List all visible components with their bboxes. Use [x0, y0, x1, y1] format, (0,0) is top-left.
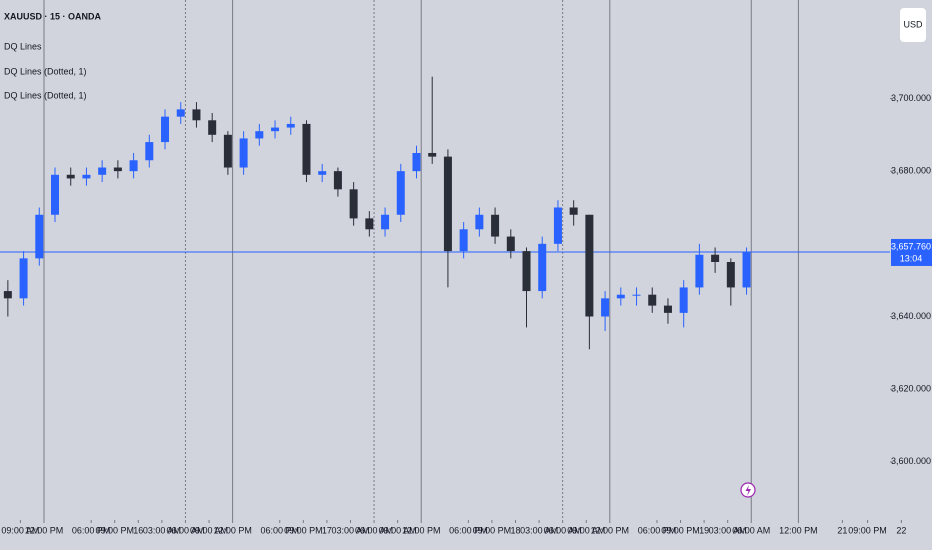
- candle-body: [35, 214, 44, 259]
- candle-body: [632, 294, 641, 296]
- candle-body: [412, 152, 421, 172]
- x-tick-label: 09:00 PM: [848, 525, 887, 535]
- y-tick-label: 3,680.000: [891, 166, 931, 176]
- x-tick-label: 06:00 PM: [260, 525, 299, 535]
- x-tick-label: 09:00 AM: [567, 525, 605, 535]
- x-tick-label: 09:00 PM: [95, 525, 134, 535]
- candle-body: [506, 236, 515, 252]
- x-tick-label: 09:00 PM: [284, 525, 323, 535]
- candle-body: [396, 171, 405, 215]
- candle-body: [271, 127, 280, 132]
- x-tick-label: 06:00 AM: [355, 525, 393, 535]
- y-tick-label: 3,640.000: [891, 311, 931, 321]
- indicator-label: DQ Lines (Dotted, 1): [4, 90, 87, 100]
- y-tick-label: 3,700.000: [891, 93, 931, 103]
- y-tick-label: 3,600.000: [891, 456, 931, 466]
- candle-body: [601, 298, 610, 317]
- candle-body: [223, 134, 232, 168]
- x-tick-label: 03:00 AM: [520, 525, 558, 535]
- candle-body: [113, 167, 122, 172]
- x-tick-label: 06:00 AM: [166, 525, 204, 535]
- x-tick-label: 12:00 PM: [779, 525, 818, 535]
- candle-body: [3, 291, 12, 299]
- candle-body: [695, 254, 704, 288]
- candle-body: [239, 138, 248, 168]
- candle-body: [381, 214, 390, 230]
- event-icon[interactable]: [740, 482, 756, 498]
- symbol-title: XAUUSD · 15 · OANDA: [4, 11, 102, 21]
- x-tick-label: 06:00 PM: [638, 525, 677, 535]
- candle-body: [459, 229, 468, 252]
- x-tick-label: 03:00 AM: [143, 525, 181, 535]
- candle-body: [616, 294, 625, 299]
- candle-body: [176, 109, 185, 117]
- candle-body: [726, 261, 735, 288]
- x-tick-label: 09:00 PM: [473, 525, 512, 535]
- x-tick-label: 09:00 AM: [190, 525, 228, 535]
- x-tick-label: 17: [322, 525, 332, 535]
- candle-body: [553, 207, 562, 244]
- lines-layer: [43, 0, 799, 520]
- indicator-label: DQ Lines (Dotted, 1): [4, 66, 87, 76]
- candle-body: [161, 116, 170, 143]
- x-tick-label: 12:00 PM: [25, 525, 64, 535]
- candle-body: [443, 156, 452, 252]
- candle-body: [742, 251, 751, 288]
- x-tick-label: 06:00 AM: [732, 525, 770, 535]
- candle-body: [19, 258, 28, 299]
- candle-body: [428, 152, 437, 157]
- candle-body: [286, 123, 295, 128]
- x-tick-label: 18: [510, 525, 520, 535]
- currency-label: USD: [903, 19, 923, 29]
- candle-body: [192, 109, 201, 121]
- candle-body: [491, 214, 500, 237]
- candle-body: [679, 287, 688, 313]
- candle-body: [82, 174, 91, 179]
- candle-body: [255, 131, 264, 139]
- candle-body: [51, 174, 60, 215]
- price-tag: [891, 238, 932, 266]
- candle-body: [365, 218, 374, 230]
- x-tick-label: 09:00 AM: [379, 525, 417, 535]
- candle-body: [208, 120, 217, 135]
- indicator-label: DQ Lines: [4, 41, 42, 51]
- currency-button[interactable]: [900, 8, 926, 42]
- candle-body: [98, 167, 107, 175]
- x-tick-label: 06:00 PM: [449, 525, 488, 535]
- x-tick-label: 12:00 PM: [402, 525, 441, 535]
- candle-body: [333, 171, 342, 190]
- candle-body: [569, 207, 578, 215]
- candle-body: [522, 251, 531, 292]
- candle-body: [145, 142, 154, 161]
- candle-body: [663, 305, 672, 313]
- candle-body: [538, 243, 547, 292]
- candle-body: [711, 254, 720, 262]
- candle-body: [648, 294, 657, 306]
- price-tag-label: 3,657.760: [891, 241, 931, 251]
- candle-body: [349, 189, 358, 219]
- y-tick-label: 3,620.000: [891, 384, 931, 394]
- x-tick-label: 03:00 AM: [709, 525, 747, 535]
- x-tick-label: 12:00 PM: [591, 525, 630, 535]
- x-tick-label: 09:00 PM: [661, 525, 700, 535]
- candle-body: [302, 123, 311, 175]
- x-tick-label: 22: [896, 525, 906, 535]
- candle-body: [66, 174, 75, 179]
- x-tick-label: 06:00 AM: [544, 525, 582, 535]
- x-tick-label: 09:00 AM: [1, 525, 39, 535]
- x-tick-label: 06:00 PM: [72, 525, 111, 535]
- candle-body: [475, 214, 484, 230]
- candle-body: [129, 160, 138, 172]
- price-countdown: 13:04: [900, 253, 923, 263]
- x-tick-label: 12:00 PM: [213, 525, 252, 535]
- candle-body: [585, 214, 594, 317]
- x-tick-label: 16: [133, 525, 143, 535]
- candle-body: [318, 171, 327, 175]
- x-tick-label: 03:00 AM: [331, 525, 369, 535]
- x-tick-label: 19: [699, 525, 709, 535]
- x-tick-label: 21: [837, 525, 847, 535]
